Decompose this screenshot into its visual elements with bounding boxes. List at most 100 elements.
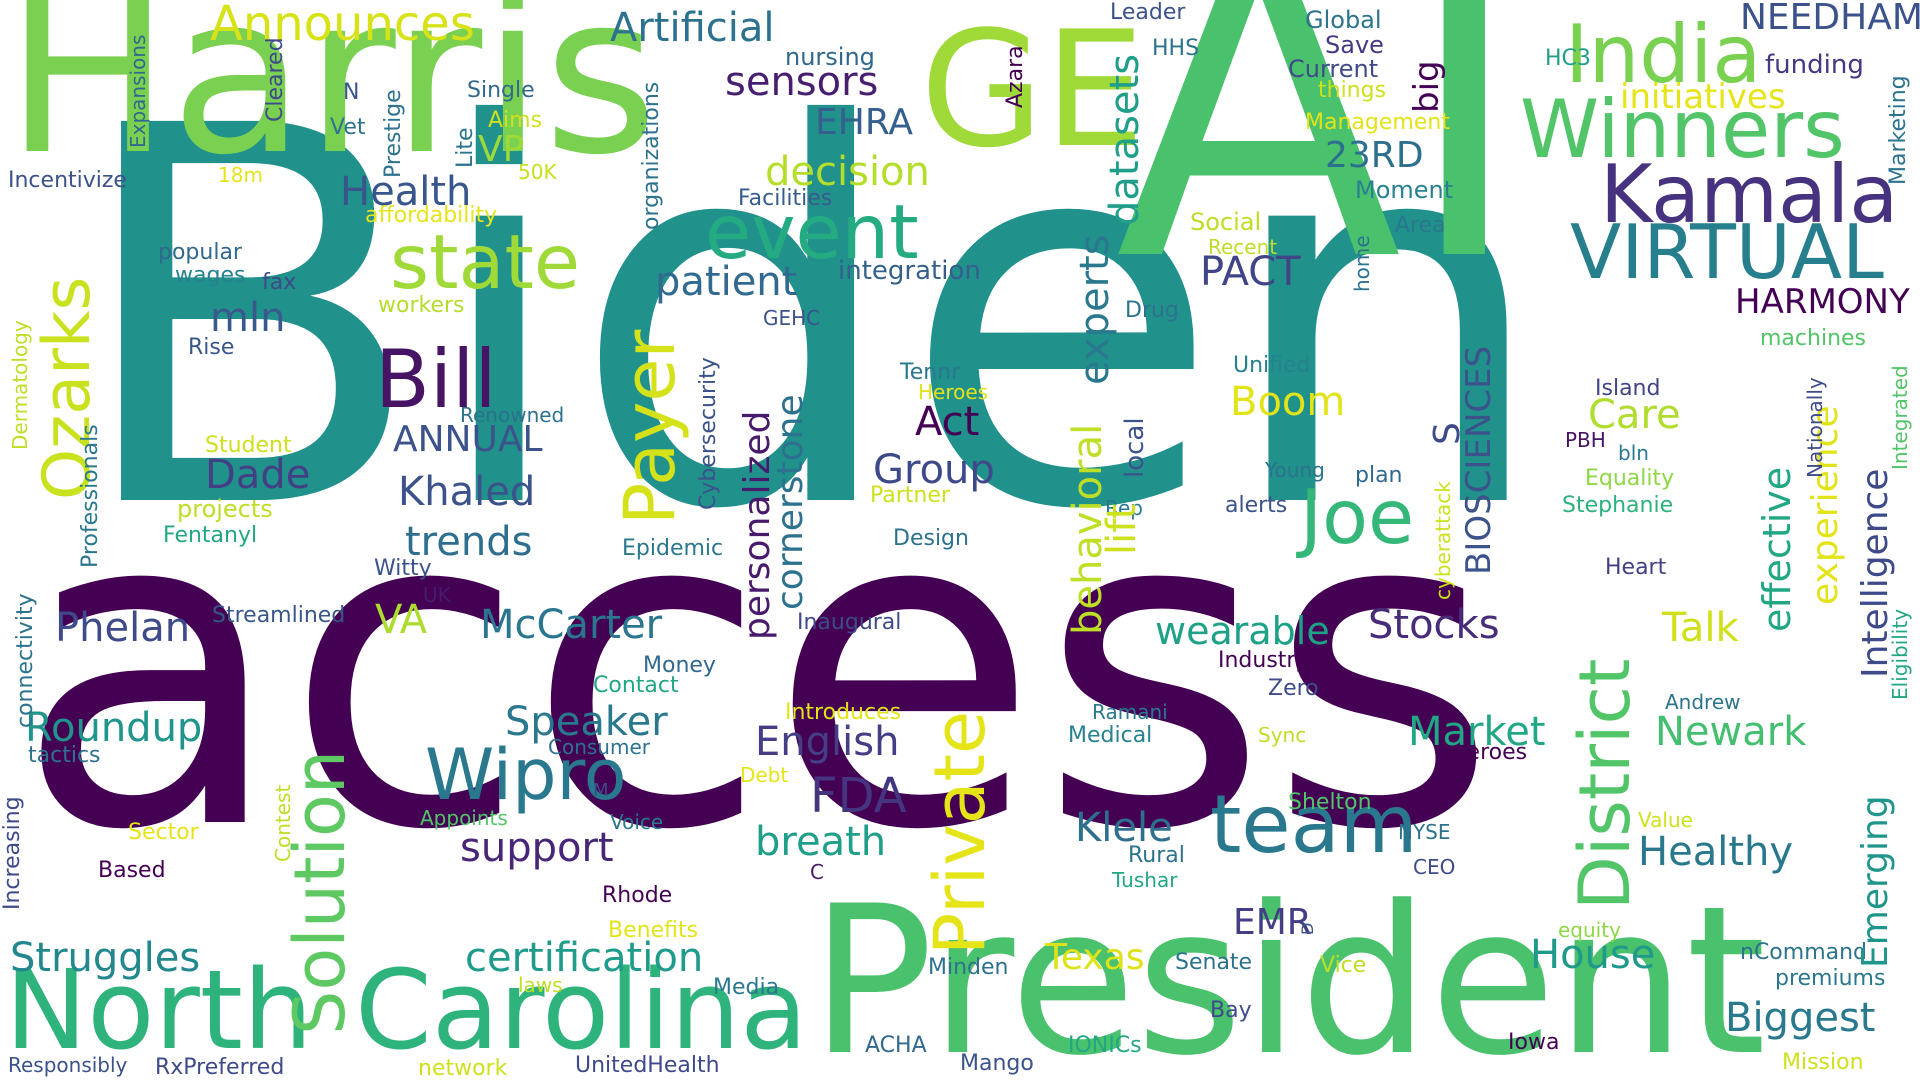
word-biosciences: BIOSCIENCES bbox=[1459, 345, 1499, 575]
word-carolina: Carolina bbox=[355, 946, 808, 1074]
word-facilities: Facilities bbox=[738, 186, 833, 211]
word-young: Young bbox=[1265, 458, 1325, 482]
word-initiatives: initiatives bbox=[1620, 77, 1786, 117]
word-joe: Joe bbox=[1300, 473, 1415, 561]
word-zeroes: zeroes bbox=[1455, 740, 1528, 765]
word-harmony: HARMONY bbox=[1735, 282, 1910, 322]
word-solution: Solution bbox=[279, 749, 361, 1035]
word-speaker: Speaker bbox=[505, 699, 668, 745]
word-responsibly: Responsibly bbox=[8, 1053, 128, 1077]
word-projects: projects bbox=[177, 495, 273, 523]
word-cleared: Cleared bbox=[263, 37, 288, 122]
word-state: state bbox=[390, 218, 580, 306]
word-dade: Dade bbox=[205, 452, 311, 498]
word-pact: PACT bbox=[1200, 249, 1301, 295]
word-tennr: Tennr bbox=[900, 360, 961, 385]
word-m: M bbox=[593, 780, 609, 801]
word-prestige: Prestige bbox=[381, 89, 406, 178]
word-50k: 50K bbox=[518, 160, 557, 184]
word-trends: trends bbox=[405, 519, 533, 565]
word-iowa: Iowa bbox=[1508, 1030, 1560, 1055]
word-patient: patient bbox=[655, 259, 798, 305]
word-value: Value bbox=[1638, 808, 1693, 832]
word-connectivity: connectivity bbox=[13, 593, 38, 728]
word-datasets: datasets bbox=[1102, 53, 1148, 226]
word-save: Save bbox=[1325, 31, 1384, 59]
word-support: support bbox=[460, 825, 614, 871]
word-hhs: HHS bbox=[1152, 36, 1200, 61]
word-roundup: Roundup bbox=[25, 705, 203, 751]
word-professionals: Professionals bbox=[78, 424, 103, 568]
word-rise: Rise bbox=[188, 335, 235, 360]
word-needham: NEEDHAM bbox=[1740, 0, 1920, 38]
word-decision: decision bbox=[765, 149, 930, 195]
word-breath: breath bbox=[755, 819, 887, 865]
word-contest: Contest bbox=[271, 784, 295, 862]
word-dermatology: Dermatology bbox=[8, 320, 32, 450]
word-andrew: Andrew bbox=[1665, 690, 1741, 714]
word-payer: Payer bbox=[609, 329, 691, 525]
word-recent: Recent bbox=[1208, 235, 1278, 259]
word-va: VA bbox=[375, 597, 428, 643]
word-bay: Bay bbox=[1210, 998, 1252, 1023]
word-equity: equity bbox=[1558, 918, 1621, 942]
word-rep: Rep bbox=[1105, 496, 1143, 520]
word-fda: FDA bbox=[810, 768, 907, 824]
word-heart: Heart bbox=[1605, 555, 1667, 580]
word-student: Student bbox=[205, 433, 292, 458]
word-aims: Aims bbox=[488, 108, 543, 133]
word-cornerstone: cornerstone bbox=[770, 394, 811, 610]
word-big: big bbox=[1407, 60, 1447, 113]
word-harris: Harris bbox=[5, 0, 659, 203]
word-mln: mln bbox=[210, 295, 286, 341]
word-texas: Texas bbox=[1045, 937, 1145, 978]
word-home: home bbox=[1350, 235, 1374, 292]
word-based: Based bbox=[98, 858, 166, 883]
word-machines: machines bbox=[1760, 326, 1867, 351]
word-vet: Vet bbox=[330, 115, 366, 140]
word-increasing: Increasing bbox=[0, 796, 25, 910]
word-laws: laws bbox=[518, 973, 563, 997]
word-social: Social bbox=[1190, 208, 1262, 236]
word-media: Media bbox=[713, 975, 780, 1000]
word-area: Area bbox=[1395, 213, 1446, 238]
word-stocks: Stocks bbox=[1368, 602, 1500, 648]
word-organizations: organizations bbox=[639, 81, 664, 230]
word-management: Management bbox=[1305, 110, 1450, 135]
word-access: access bbox=[15, 414, 1498, 926]
word-care: Care bbox=[1588, 392, 1681, 438]
word-d: D bbox=[1298, 922, 1317, 935]
word-leader: Leader bbox=[1110, 0, 1186, 25]
word-bill: Bill bbox=[375, 333, 497, 426]
word-fentanyl: Fentanyl bbox=[163, 523, 258, 548]
word-team: team bbox=[1210, 778, 1418, 871]
word-23rd: 23RD bbox=[1325, 135, 1424, 176]
word-wages: wages bbox=[175, 263, 246, 288]
word-pbh: PBH bbox=[1565, 428, 1606, 452]
word-ionics: IONICs bbox=[1068, 1033, 1142, 1058]
word-ehra: EHRA bbox=[815, 102, 913, 143]
word-ramani: Ramani bbox=[1092, 700, 1168, 724]
word-virtual: VIRTUAL bbox=[1570, 208, 1884, 296]
word-unified: Unified bbox=[1233, 353, 1311, 378]
word-single: Single bbox=[467, 78, 535, 103]
word-c: C bbox=[810, 860, 824, 884]
word-integration: integration bbox=[838, 256, 981, 286]
word-biden: Biden bbox=[70, 17, 1551, 623]
word-eligibility: Eligibility bbox=[1888, 608, 1912, 700]
word-network: network bbox=[418, 1056, 508, 1080]
word-phelan: Phelan bbox=[55, 605, 191, 651]
word-shelton: Shelton bbox=[1288, 790, 1372, 815]
word-boom: Boom bbox=[1230, 379, 1346, 425]
word-act: Act bbox=[915, 399, 980, 445]
word-mission: Mission bbox=[1782, 1050, 1864, 1075]
word-healthy: Healthy bbox=[1638, 829, 1794, 875]
word-vp: VP bbox=[478, 129, 525, 170]
word-premiums: premiums bbox=[1775, 966, 1886, 991]
word-mango: Mango bbox=[960, 1051, 1034, 1076]
word-things: things bbox=[1318, 78, 1387, 103]
word-rhode: Rhode bbox=[602, 883, 673, 908]
word-heroes: Heroes bbox=[918, 380, 989, 404]
word-winners: Winners bbox=[1520, 83, 1845, 176]
word-witty: Witty bbox=[374, 556, 432, 581]
